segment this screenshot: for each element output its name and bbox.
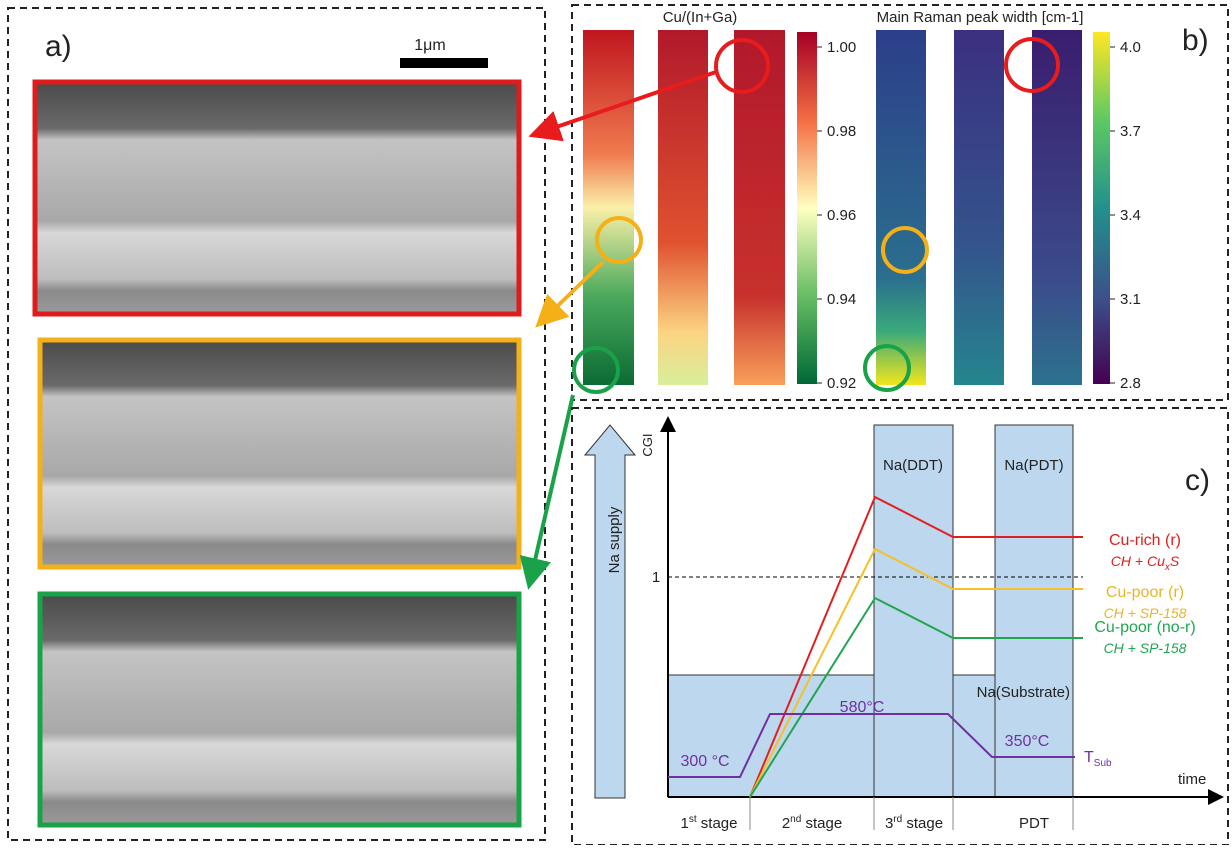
superscript: st <box>689 814 697 825</box>
colorbar <box>1093 32 1110 384</box>
circle <box>714 38 770 94</box>
legend-phase: CH + SP-158 <box>1104 605 1187 621</box>
region-label: Na(PDT) <box>1004 457 1063 474</box>
circle <box>863 344 911 392</box>
colorbar-tick-label: 3.4 <box>1120 207 1141 224</box>
subscript: Sub <box>1094 758 1112 769</box>
colorbar-tick-label: 2.8 <box>1120 375 1141 392</box>
stage-label: PDT <box>1019 815 1049 832</box>
legend-label: Cu-poor (r) <box>1106 584 1184 601</box>
panel-label: b) <box>1182 24 1209 57</box>
temp-label: 580°C <box>840 699 885 716</box>
heatmap <box>734 30 785 385</box>
panel-label: c) <box>1185 464 1210 497</box>
pdt-region <box>994 424 1074 798</box>
temp-label: 300 °C <box>680 753 729 770</box>
heatmap <box>1032 30 1082 385</box>
sem-image <box>37 337 522 570</box>
legend-phase: CH + CuxS <box>1111 553 1180 573</box>
ddt-region <box>873 424 954 798</box>
stage-number: 1 <box>681 815 689 832</box>
stage-label: 1st stage <box>681 814 738 832</box>
colorbar-tick-label: 3.7 <box>1120 123 1141 140</box>
na-supply-arrow <box>583 424 637 799</box>
legend-label: Cu-rich (r) <box>1109 532 1181 549</box>
legend-label: Cu-poor (no-r) <box>1094 619 1195 636</box>
arrow <box>535 260 605 328</box>
scale-bar-label: 1μm <box>414 37 445 54</box>
y-axis-label: CGI <box>640 433 655 456</box>
region-label: Na(Substrate) <box>977 684 1070 701</box>
cu-rich-line <box>749 495 1083 798</box>
superscript: rd <box>893 814 902 825</box>
heatmap <box>954 30 1004 385</box>
temp-label: 350°C <box>1005 733 1050 750</box>
cu-poor-nor-line <box>749 596 1083 798</box>
stage-text: stage <box>902 815 943 832</box>
na-supply-label: Na supply <box>606 506 623 573</box>
x-axis-label: time <box>1178 771 1206 788</box>
heatmap <box>876 30 926 385</box>
panel-a-frame <box>7 7 546 841</box>
arrow <box>528 70 717 142</box>
stage-text: stage <box>697 815 738 832</box>
legend-phase: CH + SP-158 <box>1104 640 1187 656</box>
cu-poor-r-line <box>749 547 1083 798</box>
sem-image <box>37 591 522 828</box>
cgi-one: 1 <box>652 569 660 586</box>
circle <box>881 226 929 274</box>
tsub-label: TSub <box>1084 749 1112 769</box>
sem-image <box>32 79 522 317</box>
text: S <box>1170 553 1180 569</box>
colorbar-tick-label: 0.92 <box>827 375 856 392</box>
panel-label: a) <box>45 30 72 63</box>
stage-label: 3rd stage <box>885 814 943 832</box>
temperature-line <box>668 713 1075 778</box>
circle <box>572 346 620 394</box>
circle <box>1004 37 1060 93</box>
panel-b-frame <box>571 4 1229 401</box>
text: CH + Cu <box>1111 553 1165 569</box>
arrow <box>519 394 575 590</box>
subscript: x <box>1164 562 1171 573</box>
markers <box>519 37 1060 590</box>
colorbar-ticks: 1.00 0.98 0.96 0.94 0.92 4.0 3.7 3.4 3.1 2.8 <box>817 39 1141 392</box>
stage-text: stage <box>801 815 842 832</box>
colorbar-tick-label: 1.00 <box>827 39 856 56</box>
colorbar-tick-label: 0.94 <box>827 291 856 308</box>
circle <box>595 216 643 264</box>
stage-number: 3 <box>885 815 893 832</box>
stage-labels: 1st stage 2nd stage 3rd stage PDT <box>681 797 1074 832</box>
region-label: Na(DDT) <box>883 457 943 474</box>
text: T <box>1084 749 1094 766</box>
heatmap-title: Main Raman peak width [cm-1] <box>877 9 1084 26</box>
stage-number: PDT <box>1019 815 1049 832</box>
colorbar-tick-label: 4.0 <box>1120 39 1141 56</box>
superscript: nd <box>790 814 801 825</box>
stage-label: 2nd stage <box>782 814 842 832</box>
colorbar-tick-label: 0.98 <box>827 123 856 140</box>
colorbar-tick-label: 3.1 <box>1120 291 1141 308</box>
stage-number: 2 <box>782 815 790 832</box>
curves <box>668 495 1083 798</box>
heatmap <box>583 30 634 385</box>
heatmap-title: Cu/(In+Ga) <box>663 9 738 26</box>
scale-bar <box>400 58 488 68</box>
colorbar-tick-label: 0.96 <box>827 207 856 224</box>
colorbar <box>797 32 817 384</box>
